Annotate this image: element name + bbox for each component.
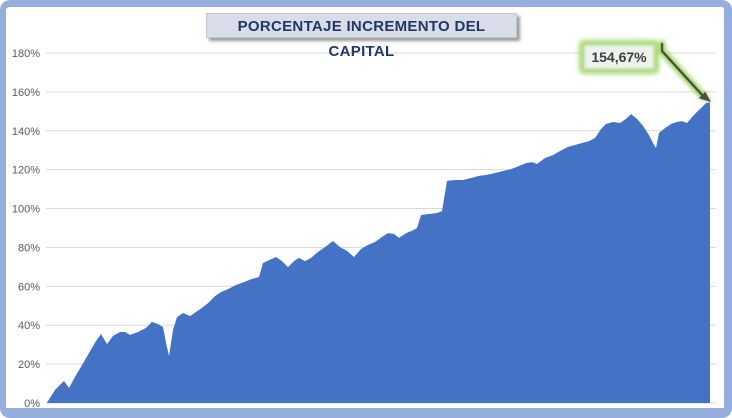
y-axis-labels: 0% 20% 40% 60% 80% 100% 120% 140% 160% 180% xyxy=(12,48,40,410)
callout-arrow xyxy=(658,40,711,102)
y-axis-tick-label: 180% xyxy=(12,48,40,60)
arrow-head-icon xyxy=(698,91,711,102)
capital-area-fill xyxy=(47,102,710,404)
y-axis-tick-label: 80% xyxy=(18,242,40,254)
y-axis-tick-label: 20% xyxy=(18,359,40,371)
value-callout: 154,67% xyxy=(582,43,656,71)
y-axis-tick-label: 160% xyxy=(12,87,40,99)
y-axis-tick-label: 140% xyxy=(12,126,40,138)
area-series xyxy=(47,102,710,404)
chart-title: PORCENTAJE INCREMENTO DEL CAPITAL xyxy=(206,13,517,60)
y-axis-tick-label: 100% xyxy=(12,204,40,216)
y-axis-tick-label: 120% xyxy=(12,165,40,177)
y-axis-tick-label: 60% xyxy=(18,281,40,293)
y-axis-tick-label: 0% xyxy=(24,398,40,410)
arrow-line xyxy=(660,42,705,98)
y-axis-tick-label: 40% xyxy=(18,320,40,332)
